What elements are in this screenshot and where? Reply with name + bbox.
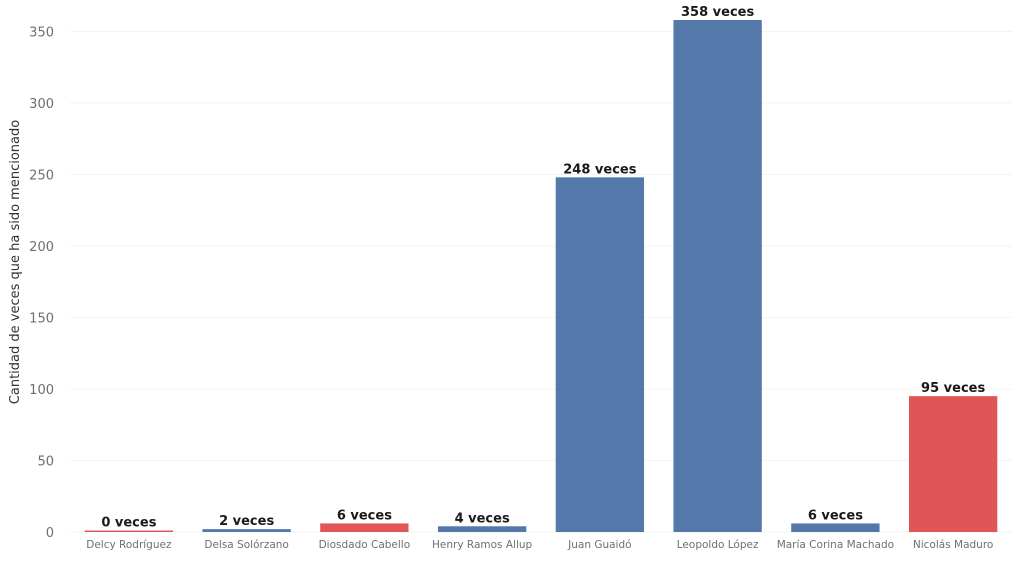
y-tick-label: 200 [29, 240, 54, 255]
x-category-label: Juan Guaidó [567, 539, 631, 551]
bar [908, 396, 998, 532]
y-tick-label: 50 [37, 454, 54, 469]
x-category-label: María Corina Machado [777, 539, 894, 551]
y-tick-label: 350 [29, 25, 54, 40]
y-axis-title: Cantidad de veces que ha sido mencionado [8, 120, 23, 404]
x-category-label: Delcy Rodríguez [86, 539, 172, 551]
data-label: 358 veces [681, 5, 754, 20]
data-label: 248 veces [563, 162, 636, 177]
bar [84, 530, 174, 532]
bar [791, 523, 880, 532]
data-label: 6 veces [337, 508, 392, 523]
y-tick-label: 150 [29, 311, 54, 326]
x-category-label: Henry Ramos Allup [432, 539, 533, 551]
bar [673, 20, 762, 533]
gridlines [70, 30, 1012, 533]
x-category-label: Delsa Solórzano [204, 539, 288, 551]
data-label: 6 veces [808, 508, 863, 523]
x-category-label: Leopoldo López [677, 539, 759, 551]
y-tick-label: 300 [29, 97, 54, 112]
data-label: 2 veces [219, 514, 274, 529]
x-category-label: Diosdado Cabello [319, 539, 411, 551]
data-label: 4 veces [455, 511, 510, 526]
bar [437, 526, 527, 532]
bar [202, 529, 291, 532]
bar [320, 523, 409, 532]
bars [84, 20, 998, 533]
data-labels: 0 veces 2 veces 6 veces 4 veces 248 veces 358… [101, 5, 985, 530]
y-tick-label: 100 [29, 383, 54, 398]
y-tick-label: 250 [29, 168, 54, 183]
data-label: 0 veces [101, 516, 156, 531]
x-category-label: Nicolás Maduro [913, 539, 993, 551]
y-axis-ticks: 0 50 100 150 200 250 300 350 [29, 25, 54, 541]
bar [555, 177, 645, 532]
y-tick-label: 0 [46, 526, 54, 541]
x-axis-categories: Delcy Rodríguez Delsa Solórzano Diosdado C… [86, 539, 993, 551]
data-label: 95 veces [921, 381, 985, 396]
